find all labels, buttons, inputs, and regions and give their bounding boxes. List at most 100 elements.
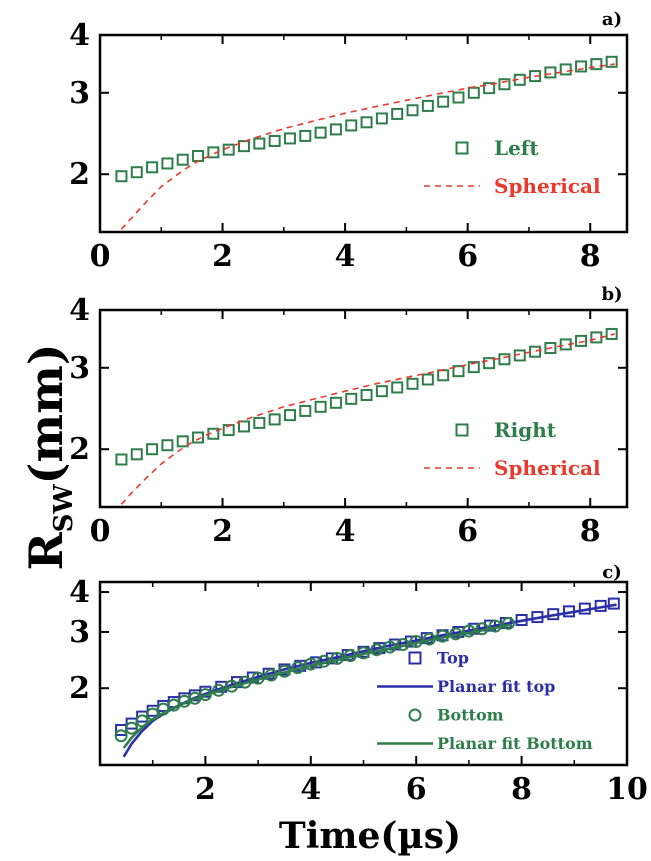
data-point — [607, 597, 620, 610]
panel-label: b) — [601, 284, 622, 305]
data-point — [253, 416, 266, 429]
x-tick-label: 2 — [212, 239, 233, 274]
y-axis-label-sub: SW — [49, 484, 79, 533]
data-point — [314, 126, 327, 139]
data-point — [192, 431, 205, 444]
legend-label: Planar fit top — [437, 677, 555, 696]
data-point — [161, 157, 174, 170]
y-tick-label: 2 — [69, 671, 90, 706]
series-right — [115, 327, 618, 466]
legend-label: Top — [437, 649, 469, 668]
x-axis-label: Time(µs) — [279, 815, 461, 857]
data-point — [605, 55, 618, 68]
data-point — [375, 112, 388, 125]
legend: Right Spherical — [424, 418, 601, 480]
y-tick-label: 4 — [69, 18, 90, 53]
x-tick-label: 4 — [335, 514, 356, 549]
y-tick-label: 2 — [69, 157, 90, 192]
y-tick-label: 2 — [69, 432, 90, 467]
panel-b: 0 2 4 6 8 2 3 4 Right Spherical b) — [69, 284, 629, 549]
data-point — [299, 129, 312, 142]
legend-label: Planar fit Bottom — [437, 734, 593, 753]
data-point — [467, 86, 480, 99]
data-point — [130, 448, 143, 461]
data-point — [483, 82, 496, 95]
panel-label: c) — [602, 562, 621, 583]
data-point — [345, 392, 358, 405]
data-point — [437, 95, 450, 108]
data-point — [360, 388, 373, 401]
data-point — [605, 327, 618, 340]
legend-marker — [408, 651, 422, 665]
data-point — [161, 439, 174, 452]
legend-label: Left — [494, 136, 539, 160]
y-axis-label: RSW(mm) — [19, 343, 79, 570]
y-tick-label: 3 — [69, 351, 90, 386]
x-tick-label: 8 — [511, 772, 532, 807]
data-point — [115, 170, 128, 183]
data-point — [283, 409, 296, 422]
panel-label: a) — [602, 9, 622, 30]
x-tick-label: 8 — [580, 514, 601, 549]
x-tick-label: 2 — [212, 514, 233, 549]
y-tick-label: 4 — [69, 293, 90, 328]
series-planar-fit-bottom — [122, 623, 512, 749]
data-point — [406, 377, 419, 390]
x-tick-label: 0 — [90, 239, 111, 274]
data-point — [268, 134, 281, 147]
data-point — [529, 345, 542, 358]
plot-frame — [98, 33, 629, 234]
data-point — [559, 63, 572, 76]
legend-label: Right — [494, 418, 557, 442]
series-top — [115, 597, 620, 736]
data-point — [437, 369, 450, 382]
data-point — [452, 91, 465, 104]
data-point — [130, 166, 143, 179]
x-tick-label: 6 — [406, 772, 427, 807]
data-point — [498, 78, 511, 91]
x-tick-label: 4 — [335, 239, 356, 274]
data-point — [283, 132, 296, 145]
series-line — [122, 623, 512, 749]
data-point — [238, 420, 251, 433]
data-point — [115, 453, 128, 466]
data-point — [176, 153, 189, 166]
data-point — [375, 385, 388, 398]
series-spherical — [120, 333, 615, 505]
legend-marker — [455, 423, 469, 437]
y-tick-label: 4 — [69, 575, 90, 610]
y-axis-label-main: R — [19, 532, 73, 571]
y-axis-label-unit: (mm) — [19, 343, 73, 484]
series-spherical — [120, 63, 615, 230]
data-point — [391, 381, 404, 394]
data-point — [192, 149, 205, 162]
data-point — [544, 342, 557, 355]
data-point — [253, 137, 266, 150]
data-point — [329, 396, 342, 409]
x-tick-label: 0 — [90, 514, 111, 549]
data-point — [483, 357, 496, 370]
x-tick-label: 10 — [606, 772, 648, 807]
data-point — [268, 413, 281, 426]
legend-marker — [408, 708, 422, 722]
x-tick-label: 4 — [300, 772, 321, 807]
legend: Left Spherical — [424, 136, 601, 198]
legend-label: Spherical — [494, 174, 601, 198]
panel-c: 2 4 6 8 10 2 3 4 Top Planar fit top Bottom Planar f… — [69, 562, 648, 807]
y-tick-label: 3 — [69, 615, 90, 650]
data-point — [590, 331, 603, 344]
data-point — [406, 104, 419, 117]
data-point — [329, 123, 342, 136]
panel-a: 0 2 4 6 8 2 3 4 Left Spherical a) — [69, 9, 629, 274]
data-point — [314, 400, 327, 413]
x-tick-label: 6 — [457, 514, 478, 549]
data-point — [222, 424, 235, 437]
x-tick-label: 6 — [457, 239, 478, 274]
data-point — [452, 365, 465, 378]
data-point — [391, 107, 404, 120]
x-tick-label: 8 — [580, 239, 601, 274]
data-point — [345, 119, 358, 132]
legend-label: Spherical — [494, 456, 601, 480]
x-tick-label: 2 — [195, 772, 216, 807]
